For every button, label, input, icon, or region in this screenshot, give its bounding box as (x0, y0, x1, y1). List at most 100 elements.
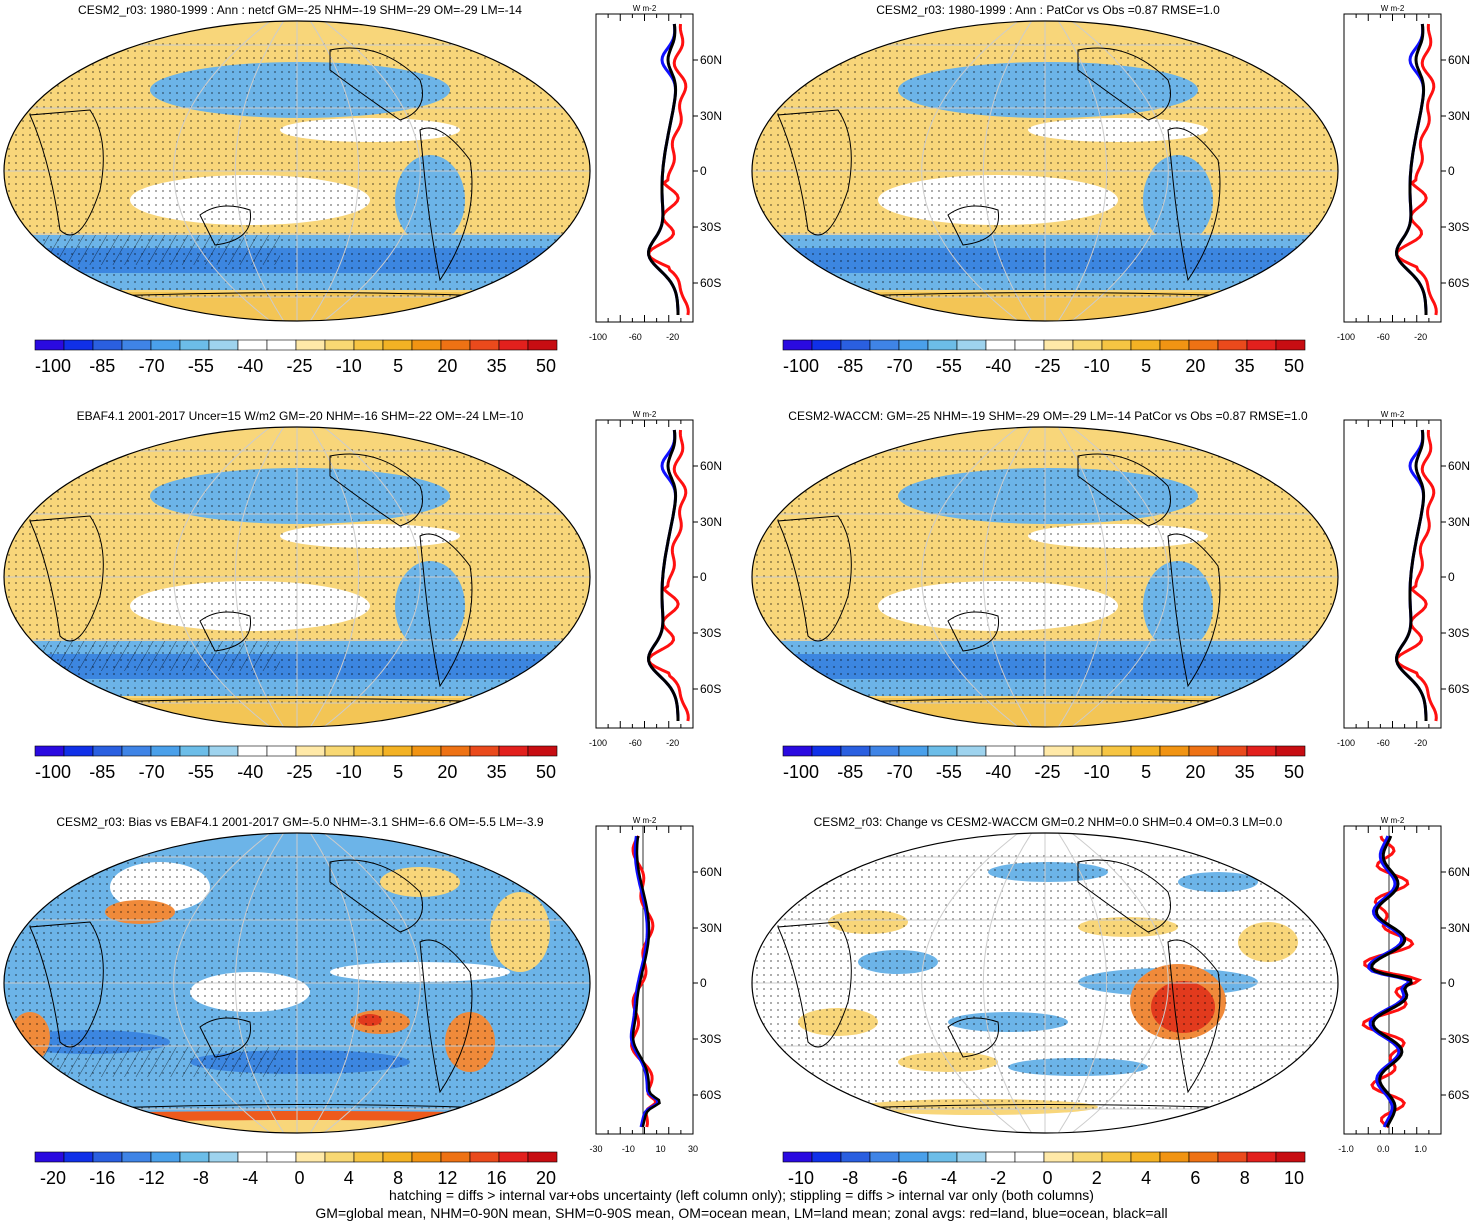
panel-3: EBAF4.1 2001-2017 Uncer=15 W/m2 GM=-20 N… (0, 406, 741, 810)
colorbar: -100 -85 -70 -55 -40 -25 -10 5 20 35 50 (782, 745, 1306, 782)
colorbar-swatch (266, 339, 297, 351)
zonal-lat-label: 60N (700, 865, 722, 879)
colorbar: -100 -85 -70 -55 -40 -25 -10 5 20 35 50 (34, 745, 558, 782)
colorbar-swatch (956, 745, 987, 757)
zonal-lat-label: 30N (700, 921, 722, 935)
zonal-lat-label: 0 (700, 164, 707, 178)
colorbar-label: 20 (437, 762, 457, 782)
colorbar: -20 -16 -12 -8 -4 0 4 8 12 16 20 (34, 1151, 558, 1188)
panel-title: CESM2_r03: Change vs CESM2-WACCM GM=0.2 … (813, 815, 1283, 829)
colorbar-swatch (1130, 1151, 1161, 1163)
panel-graphics: -100 -85 -70 -55 -40 -25 -10 5 20 35 50 W m-2 60N 30N… (751, 4, 1470, 376)
panel-graphics: -100 -85 -70 -55 -40 -25 -10 5 20 35 50 W m-2 60N 30N… (3, 4, 722, 376)
colorbar-label: 50 (536, 762, 556, 782)
colorbar-swatch (956, 1151, 987, 1163)
colorbar-swatch (382, 339, 413, 351)
colorbar-swatch (295, 745, 326, 757)
zonal-lat-label: 30N (700, 515, 722, 529)
colorbar-label: -85 (89, 762, 115, 782)
map-field (4, 21, 590, 321)
colorbar-swatch (1275, 745, 1306, 757)
zonal-lat-label: 30S (700, 220, 721, 234)
footer-hatching-note: hatching = diffs > internal var+obs unce… (389, 1187, 1094, 1203)
colorbar-swatch (63, 745, 94, 757)
colorbar-swatch (150, 745, 181, 757)
zonal-mean-plot: W m-2 60N 30N 0 30S 60S -100 -60 -20 (589, 4, 722, 342)
colorbar-label: -100 (783, 356, 819, 376)
zonal-lat-label: 60N (1448, 53, 1470, 67)
colorbar-label: -10 (336, 762, 362, 782)
zonal-lat-label: 60S (1448, 1088, 1469, 1102)
colorbar-label: 6 (1190, 1168, 1200, 1188)
colorbar-label: -100 (35, 356, 71, 376)
colorbar-swatch (840, 1151, 871, 1163)
colorbar-swatch (1130, 745, 1161, 757)
all-curve (1370, 835, 1413, 1128)
colorbar-label: -6 (892, 1168, 908, 1188)
colorbar-swatch (266, 1151, 297, 1163)
colorbar-swatch (1275, 1151, 1306, 1163)
colorbar-label: -4 (941, 1168, 957, 1188)
colorbar-swatch (1101, 745, 1132, 757)
colorbar-label: -10 (1084, 762, 1110, 782)
colorbar-swatch (898, 339, 929, 351)
colorbar-label: -8 (193, 1168, 209, 1188)
colorbar-swatch (498, 745, 529, 757)
colorbar-swatch (150, 1151, 181, 1163)
zonal-x-label: -20 (1414, 332, 1427, 342)
colorbar-label: 5 (1141, 762, 1151, 782)
map-field (752, 427, 1338, 727)
ocean-curve (1367, 835, 1410, 1128)
colorbar-swatch (1014, 339, 1045, 351)
zonal-lat-label: 30S (1448, 1032, 1469, 1046)
colorbar-label: -10 (788, 1168, 814, 1188)
colorbar-label: -25 (1034, 356, 1060, 376)
land-curve (647, 23, 690, 316)
colorbar-label: 4 (1141, 1168, 1151, 1188)
colorbar-swatch (440, 745, 471, 757)
panel-graphics: -20 -16 -12 -8 -4 0 4 8 12 16 20 W m-2 60N 30N 0 30S 60S… (3, 816, 722, 1188)
colorbar-swatch (869, 745, 900, 757)
colorbar-label: 35 (487, 762, 507, 782)
colorbar-label: -2 (990, 1168, 1006, 1188)
colorbar-swatch (1043, 745, 1074, 757)
colorbar-swatch (208, 339, 239, 351)
colorbar-label: -4 (242, 1168, 258, 1188)
colorbar-swatch (927, 1151, 958, 1163)
colorbar-swatch (92, 1151, 123, 1163)
colorbar-swatch (295, 339, 326, 351)
zonal-lat-label: 30N (1448, 515, 1470, 529)
zonal-unit-label: W m-2 (1381, 410, 1405, 419)
colorbar-swatch (324, 745, 355, 757)
colorbar-swatch (382, 745, 413, 757)
colorbar-swatch (527, 1151, 558, 1163)
zonal-lat-label: 0 (700, 976, 707, 990)
zonal-lat-label: 60N (700, 53, 722, 67)
zonal-unit-label: W m-2 (1381, 816, 1405, 825)
colorbar-swatch (1159, 1151, 1190, 1163)
panel-title: CESM2-WACCM: GM=-25 NHM=-19 SHM=-29 OM=-… (788, 409, 1308, 423)
colorbar-swatch (840, 745, 871, 757)
colorbar-label: 5 (393, 762, 403, 782)
colorbar-swatch (237, 339, 268, 351)
colorbar-swatch (927, 745, 958, 757)
colorbar-swatch (1101, 339, 1132, 351)
zonal-unit-label: W m-2 (633, 410, 657, 419)
zonal-lat-label: 60S (1448, 682, 1469, 696)
colorbar-label: -40 (237, 762, 263, 782)
zonal-lat-label: 30S (1448, 220, 1469, 234)
colorbar-label: -40 (985, 356, 1011, 376)
colorbar-swatch (1246, 745, 1277, 757)
colorbar-label: -100 (783, 762, 819, 782)
colorbar-label: 4 (344, 1168, 354, 1188)
zonal-x-label: -60 (629, 332, 642, 342)
colorbar-swatch (469, 1151, 500, 1163)
colorbar-label: -100 (35, 762, 71, 782)
colorbar-label: 35 (1235, 762, 1255, 782)
zonal-lat-label: 60N (700, 459, 722, 473)
colorbar-label: 12 (437, 1168, 457, 1188)
colorbar-label: -85 (89, 356, 115, 376)
colorbar-label: -85 (837, 356, 863, 376)
zonal-lat-label: 60S (700, 276, 721, 290)
colorbar-swatch (782, 339, 813, 351)
